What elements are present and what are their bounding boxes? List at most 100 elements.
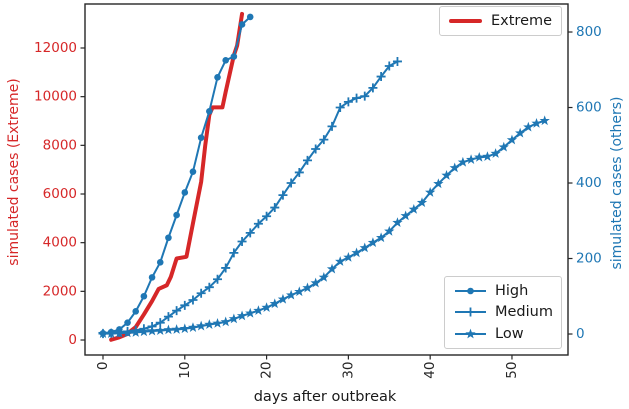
circle-marker xyxy=(132,308,140,315)
star-marker xyxy=(294,286,305,297)
series-low xyxy=(97,115,550,338)
plus-marker xyxy=(376,72,386,82)
star-marker xyxy=(433,178,444,189)
star-marker xyxy=(285,289,297,300)
left-tick-label-12000: 12000 xyxy=(34,40,77,56)
circle-swatch xyxy=(455,287,486,295)
plus-marker xyxy=(302,155,312,165)
star-marker xyxy=(515,127,526,138)
star-marker xyxy=(465,328,476,339)
x-tick-label-10: 10 xyxy=(177,362,193,379)
right-tick-label-400: 400 xyxy=(576,175,602,191)
circle-marker xyxy=(148,274,156,281)
x-tick-label-30: 30 xyxy=(340,362,356,379)
left-tick-label-4000: 4000 xyxy=(43,235,77,251)
plus-marker xyxy=(286,178,296,188)
star-marker xyxy=(359,242,370,253)
star-marker xyxy=(539,115,550,126)
star-marker xyxy=(97,328,109,338)
star-swatch xyxy=(455,328,486,339)
series-group xyxy=(97,11,550,342)
plus-marker xyxy=(311,144,321,154)
plus-marker xyxy=(327,121,337,131)
plus-marker xyxy=(188,295,198,305)
legend-entry-low: Low xyxy=(454,324,552,345)
circle-marker xyxy=(156,258,164,266)
star-marker xyxy=(253,305,264,315)
star-marker xyxy=(335,256,346,266)
plus-marker xyxy=(384,61,394,71)
star-marker xyxy=(204,319,215,329)
star-marker xyxy=(228,313,239,324)
plus-marker xyxy=(294,167,304,177)
star-marker xyxy=(384,225,395,236)
star-marker xyxy=(506,134,518,145)
star-marker xyxy=(114,327,125,338)
plus-marker xyxy=(237,237,247,247)
plus-marker xyxy=(360,91,370,101)
star-marker xyxy=(449,162,460,173)
left-tick-label-8000: 8000 xyxy=(43,137,77,153)
x-tick-label-50: 50 xyxy=(504,361,520,378)
star-marker xyxy=(245,307,256,318)
star-marker xyxy=(408,204,419,214)
star-marker xyxy=(343,251,354,262)
star-marker xyxy=(122,327,133,338)
left-tick-label-0: 0 xyxy=(68,332,77,348)
plus-marker xyxy=(392,56,402,66)
star-marker xyxy=(277,293,289,304)
circle-marker xyxy=(206,107,213,115)
axes-spines xyxy=(84,3,569,356)
star-marker xyxy=(146,325,158,336)
plus-marker xyxy=(270,203,280,213)
plus-marker xyxy=(253,219,263,229)
legend-extreme-label: Extreme xyxy=(491,12,553,29)
star-marker xyxy=(138,326,150,337)
right-tick-label-0: 0 xyxy=(576,326,585,342)
star-marker xyxy=(351,247,362,258)
plus-swatch xyxy=(455,307,486,317)
plus-marker xyxy=(335,103,345,113)
star-marker xyxy=(310,277,321,288)
circle-marker xyxy=(165,234,172,242)
star-marker xyxy=(465,154,477,164)
plus-marker xyxy=(466,307,475,317)
circle-marker xyxy=(246,13,254,21)
star-marker xyxy=(441,170,452,180)
star-marker xyxy=(498,141,509,152)
circle-marker xyxy=(238,21,246,28)
extreme-line-swatch xyxy=(449,19,482,23)
circle-marker xyxy=(467,287,474,295)
plus-marker xyxy=(368,83,378,93)
circle-marker xyxy=(181,189,189,196)
x-tick-label-0: 0 xyxy=(95,362,111,371)
legend-others: High Medium Low xyxy=(444,276,562,349)
circle-marker xyxy=(189,168,197,175)
circle-marker xyxy=(197,134,205,142)
star-marker xyxy=(171,324,182,334)
plus-marker xyxy=(343,97,353,107)
star-marker xyxy=(416,197,428,208)
x-tick-label-20: 20 xyxy=(259,362,275,379)
legend-extreme: Extreme xyxy=(439,6,562,36)
star-marker xyxy=(318,271,329,282)
star-marker xyxy=(261,302,272,312)
star-marker xyxy=(326,263,338,274)
plus-marker xyxy=(245,228,255,238)
star-marker xyxy=(179,323,190,334)
x-tick-label-40: 40 xyxy=(422,362,438,379)
star-marker xyxy=(187,322,199,332)
legend-entry-medium: Medium xyxy=(454,302,553,323)
star-marker xyxy=(302,282,313,293)
plus-marker xyxy=(352,93,362,103)
star-marker xyxy=(196,320,207,331)
legend-label-high: High xyxy=(495,282,529,299)
circle-marker xyxy=(214,74,221,81)
star-marker xyxy=(155,325,166,335)
star-marker xyxy=(163,324,174,335)
star-marker xyxy=(269,298,280,309)
star-marker xyxy=(392,217,403,228)
circle-marker xyxy=(173,211,180,219)
